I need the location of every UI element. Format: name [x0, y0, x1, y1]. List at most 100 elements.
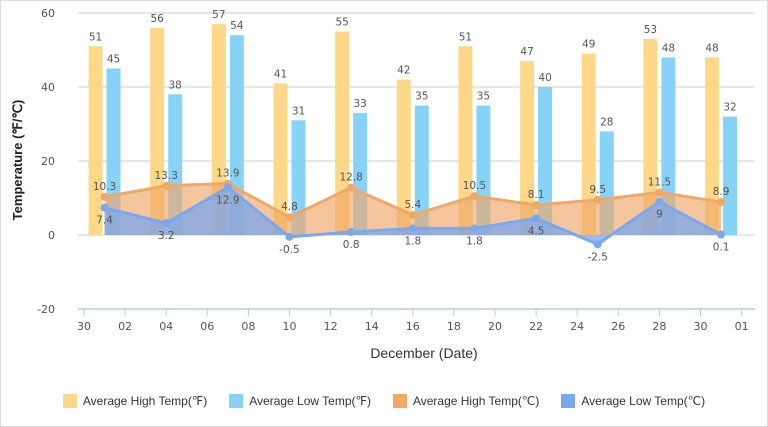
- y-tick-label: 40: [41, 81, 55, 94]
- legend-item[interactable]: Average High Temp(℃): [392, 394, 540, 408]
- data-point: [532, 201, 541, 210]
- data-label: 48: [705, 42, 718, 54]
- x-tick-label: 18: [447, 320, 461, 333]
- data-label: 9: [656, 209, 663, 221]
- bar-high-f: [581, 53, 596, 236]
- x-tick-label: 26: [611, 320, 625, 333]
- data-point: [717, 230, 726, 239]
- bar-low-f: [661, 57, 676, 236]
- data-label: 53: [644, 24, 657, 36]
- data-label: 42: [397, 65, 410, 77]
- data-label: 56: [151, 13, 165, 25]
- data-label: 0.8: [343, 239, 360, 251]
- data-label: 35: [477, 91, 490, 103]
- x-tick-label: 02: [118, 320, 132, 333]
- data-label: -2.5: [588, 251, 609, 263]
- legend-label: Average High Temp(℉): [82, 394, 208, 408]
- data-label: 57: [212, 9, 225, 21]
- data-point: [470, 224, 479, 233]
- x-tick-label: 04: [159, 320, 173, 333]
- data-label: 38: [169, 79, 182, 91]
- data-point: [655, 197, 664, 206]
- bar-high-f: [520, 61, 535, 235]
- bar-high-f: [396, 79, 411, 235]
- x-tick-label: 30: [694, 320, 708, 333]
- data-label: 48: [662, 42, 675, 54]
- bar-high-f: [273, 83, 288, 235]
- data-label: 13.3: [155, 170, 178, 182]
- data-label: 12.9: [216, 194, 239, 206]
- legend-swatch: [62, 394, 77, 408]
- legend-swatch: [392, 394, 407, 408]
- legend-item[interactable]: Average Low Temp(℃): [561, 394, 705, 408]
- x-tick-label: 22: [529, 320, 543, 333]
- data-label: -0.5: [279, 244, 300, 256]
- y-tick-label: 60: [41, 7, 55, 20]
- bar-low-f: [414, 105, 429, 235]
- data-label: 32: [723, 102, 736, 114]
- x-tick-label: 08: [241, 320, 255, 333]
- data-label: 41: [274, 68, 287, 80]
- y-tick-label: 0: [48, 229, 55, 242]
- y-tick-label: -20: [37, 303, 55, 316]
- data-point: [593, 195, 602, 204]
- data-label: 40: [538, 72, 551, 84]
- data-label: 35: [415, 91, 428, 103]
- data-label: 10.5: [463, 180, 486, 192]
- bar-high-f: [705, 57, 720, 236]
- data-label: 11.5: [648, 176, 671, 188]
- data-label: 9.5: [589, 184, 606, 196]
- legend-label: Average Low Temp(℉): [249, 394, 371, 408]
- data-point: [717, 198, 726, 207]
- data-point: [408, 211, 417, 220]
- data-label: 54: [230, 20, 244, 32]
- legend-item[interactable]: Average Low Temp(℉): [229, 394, 371, 408]
- data-point: [223, 183, 232, 192]
- data-label: 51: [89, 31, 102, 43]
- legend-item[interactable]: Average High Temp(℉): [62, 394, 208, 408]
- data-label: 49: [582, 39, 595, 51]
- data-label: 28: [600, 116, 613, 128]
- data-point: [408, 224, 417, 233]
- bar-high-f: [150, 27, 165, 235]
- data-point: [285, 232, 294, 241]
- data-label: 4.8: [281, 201, 298, 213]
- bar-low-f: [538, 87, 553, 235]
- data-label: 1.8: [466, 235, 483, 247]
- data-label: 31: [292, 105, 305, 117]
- bar-high-f: [458, 46, 473, 235]
- data-point: [347, 228, 356, 237]
- data-label: 45: [107, 54, 120, 66]
- data-label: 47: [520, 46, 533, 58]
- data-point: [470, 192, 479, 201]
- x-tick-label: 12: [324, 320, 338, 333]
- data-label: 8.9: [713, 186, 730, 198]
- data-point: [285, 213, 294, 222]
- x-tick-label: 20: [488, 320, 502, 333]
- y-tick-label: 20: [41, 155, 55, 168]
- data-label: 13.9: [216, 168, 239, 180]
- bar-high-f: [88, 46, 103, 235]
- legend-label: Average High Temp(℃): [412, 394, 540, 408]
- legend-swatch: [561, 394, 576, 408]
- data-label: 10.3: [93, 181, 116, 193]
- data-label: 3.2: [158, 230, 175, 242]
- data-point: [162, 181, 171, 190]
- x-tick-label: 06: [200, 320, 214, 333]
- x-tick-label: 10: [283, 320, 297, 333]
- data-point: [100, 192, 109, 201]
- area-low-c: [104, 187, 722, 245]
- x-tick-label: 30: [77, 320, 91, 333]
- x-tick-label: 01: [735, 320, 749, 333]
- data-label: 8.1: [528, 189, 545, 201]
- data-label: 5.4: [404, 199, 421, 211]
- bar-high-f: [643, 38, 658, 236]
- data-label: 0.1: [713, 242, 730, 254]
- x-tick-label: 14: [365, 320, 379, 333]
- legend-swatch: [229, 394, 244, 408]
- data-label: 4.5: [528, 225, 545, 237]
- data-label: 7.4: [96, 215, 113, 227]
- data-label: 12.8: [339, 172, 362, 184]
- data-label: 51: [459, 31, 472, 43]
- data-point: [655, 188, 664, 197]
